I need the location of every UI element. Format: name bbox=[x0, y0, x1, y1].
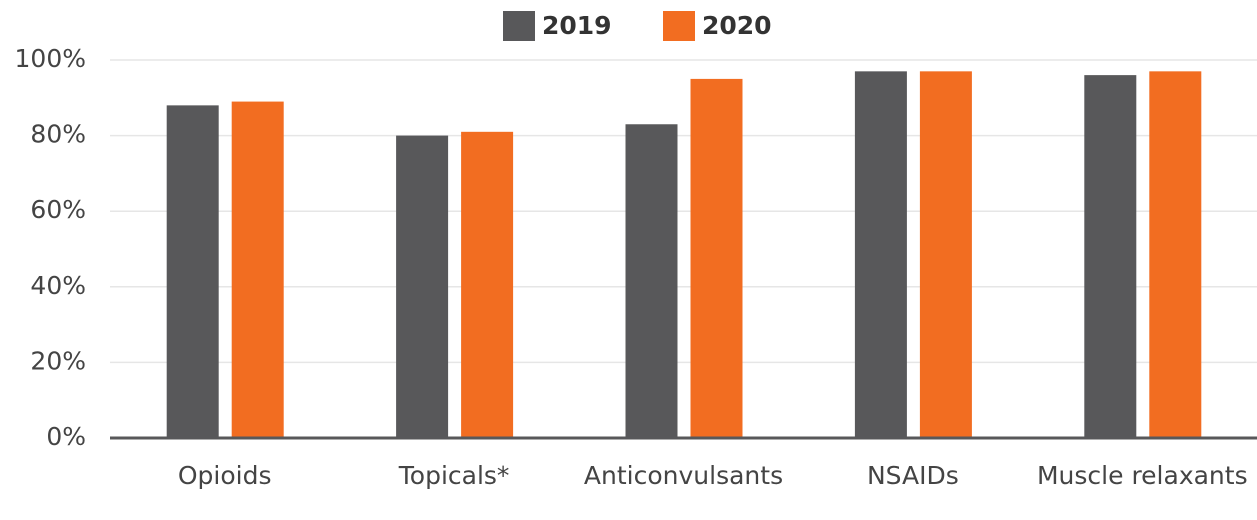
y-tick-label: 100% bbox=[15, 44, 86, 73]
y-tick-label: 60% bbox=[30, 195, 86, 224]
bar bbox=[854, 71, 907, 438]
x-tick-label: Anticonvulsants bbox=[583, 461, 784, 490]
bar bbox=[231, 101, 284, 438]
legend-swatch bbox=[503, 11, 535, 41]
legend-swatch bbox=[663, 11, 695, 41]
bar bbox=[461, 131, 514, 438]
y-tick-label: 20% bbox=[30, 346, 86, 375]
y-tick-label: 40% bbox=[30, 271, 86, 300]
bar bbox=[396, 135, 449, 438]
bar bbox=[1084, 75, 1137, 439]
bar bbox=[166, 105, 219, 439]
x-tick-label: Muscle relaxants bbox=[1036, 461, 1248, 490]
legend-label: 2019 bbox=[542, 11, 612, 40]
bar bbox=[919, 71, 972, 438]
legend-label: 2020 bbox=[702, 11, 772, 40]
y-tick-label: 80% bbox=[30, 120, 86, 149]
x-tick-label: Opioids bbox=[177, 461, 272, 490]
bar bbox=[1149, 71, 1202, 438]
bar bbox=[625, 124, 678, 438]
y-tick-label: 0% bbox=[46, 422, 86, 451]
bar bbox=[690, 78, 743, 439]
x-tick-label: NSAIDs bbox=[866, 461, 959, 490]
x-tick-label: Topicals* bbox=[398, 461, 510, 490]
